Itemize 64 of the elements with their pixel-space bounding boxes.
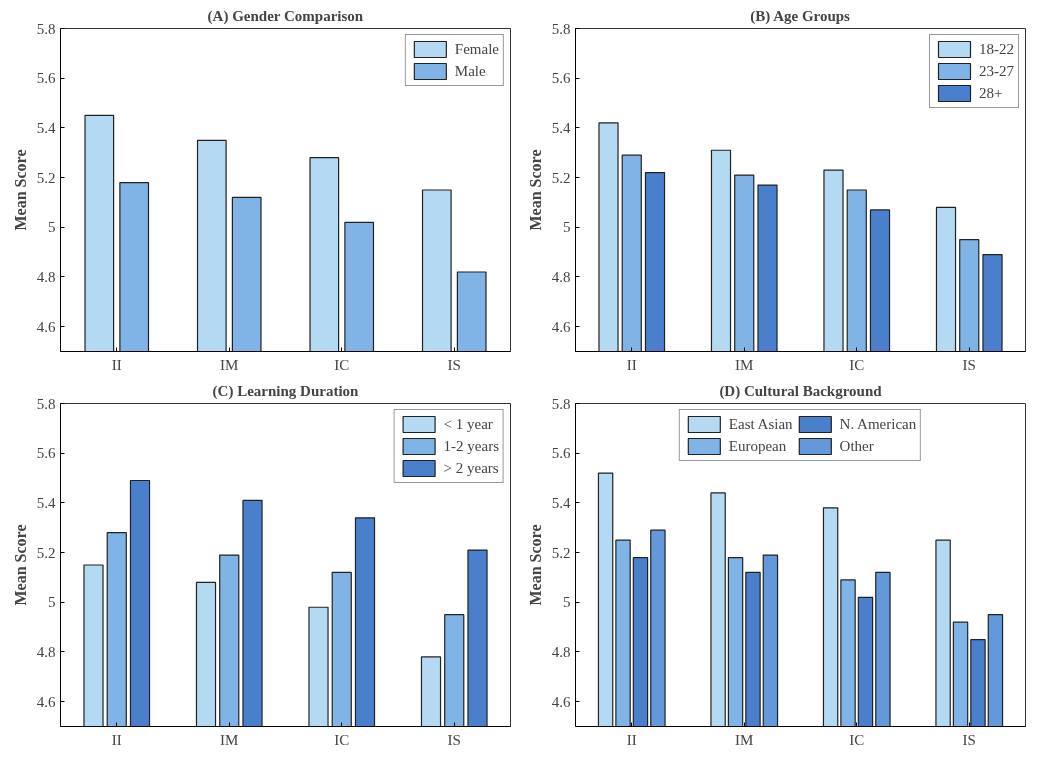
legend-label: East Asian [728, 415, 793, 433]
legend-label: N. American [839, 415, 917, 433]
y-tick-label: 4.8 [36, 643, 56, 660]
y-tick-label: 5.2 [36, 544, 56, 561]
y-axis-title: Mean Score [526, 524, 544, 606]
x-tick-label: IC [334, 356, 350, 373]
y-tick-label: 4.8 [551, 643, 571, 660]
y-tick-label: 5 [48, 219, 56, 236]
x-tick-label: IM [220, 356, 239, 373]
x-tick-label: IC [849, 731, 865, 748]
y-axis-title: Mean Score [11, 149, 29, 231]
x-tick-label: IM [220, 731, 239, 748]
chart-title: (B) Age Groups [750, 7, 851, 25]
y-tick-label: 5.2 [36, 169, 56, 186]
legend-label: 28+ [979, 84, 1003, 102]
y-tick-label: 4.6 [36, 318, 56, 335]
y-tick-label: 5.4 [551, 119, 571, 136]
chart-title: (C) Learning Duration [212, 382, 360, 400]
legend-label: Male [454, 62, 486, 80]
legend-label: > 2 years [443, 459, 499, 477]
x-tick-label: IC [849, 356, 865, 373]
x-tick-label: IM [735, 356, 754, 373]
y-tick-label: 5.2 [551, 544, 571, 561]
y-tick-label: 5.8 [36, 20, 56, 37]
y-tick-label: 5.4 [36, 119, 56, 136]
chart-title: (A) Gender Comparison [207, 7, 364, 25]
legend-label: 23-27 [979, 62, 1014, 80]
y-tick-label: 5.8 [36, 395, 56, 412]
legend-label: < 1 year [443, 415, 493, 433]
y-tick-label: 5.6 [36, 70, 56, 87]
legend-label: 1-2 years [443, 437, 499, 455]
x-tick-label: IS [962, 356, 976, 373]
y-tick-label: 4.6 [551, 318, 571, 335]
y-tick-label: 5.6 [551, 70, 571, 87]
y-tick-label: 4.8 [36, 268, 56, 285]
y-tick-label: 5.2 [551, 169, 571, 186]
y-tick-label: 4.6 [551, 693, 571, 710]
x-tick-label: II [111, 731, 122, 748]
x-tick-label: IS [447, 731, 461, 748]
x-tick-label: II [626, 356, 637, 373]
x-tick-label: IC [334, 731, 350, 748]
y-tick-label: 5 [563, 219, 571, 236]
y-tick-label: 5.6 [551, 445, 571, 462]
x-tick-label: II [626, 731, 637, 748]
x-tick-label: IM [735, 731, 754, 748]
y-tick-label: 5 [48, 594, 56, 611]
y-tick-label: 5.6 [36, 445, 56, 462]
y-tick-label: 4.6 [36, 693, 56, 710]
legend-label: Other [839, 437, 874, 455]
x-tick-label: II [111, 356, 122, 373]
legend-label: European [728, 437, 787, 455]
legend-label: Female [454, 40, 499, 58]
x-tick-label: IS [962, 731, 976, 748]
y-tick-label: 5 [563, 594, 571, 611]
y-tick-label: 5.8 [551, 395, 571, 412]
x-tick-label: IS [447, 356, 461, 373]
y-tick-label: 5.8 [551, 20, 571, 37]
chart-title: (D) Cultural Background [719, 382, 883, 400]
y-axis-title: Mean Score [526, 149, 544, 231]
y-tick-label: 5.4 [551, 494, 571, 511]
legend-label: 18-22 [979, 40, 1014, 58]
y-tick-label: 5.4 [36, 494, 56, 511]
y-axis-title: Mean Score [11, 524, 29, 606]
y-tick-label: 4.8 [551, 268, 571, 285]
